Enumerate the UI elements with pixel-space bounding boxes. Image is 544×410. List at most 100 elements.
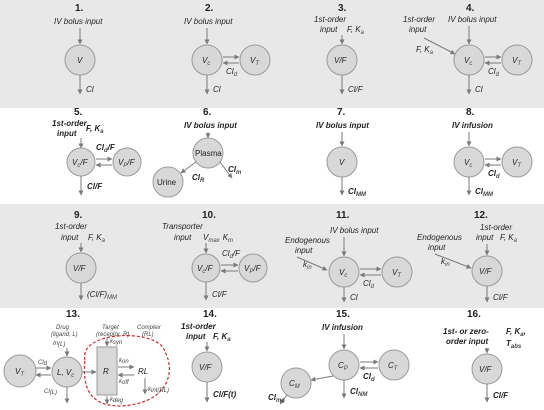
- urine-label: Urine: [157, 178, 177, 187]
- elimination-label: (Cl/F)MM: [87, 290, 117, 301]
- elimination-label: Cl/F: [493, 391, 509, 400]
- central-label: V/F: [73, 264, 87, 273]
- input-label-line1: 1st-order: [403, 15, 435, 24]
- iv-input-label: IV bolus input: [448, 15, 497, 24]
- kin-label: kin: [441, 257, 450, 268]
- input-label: IV bolus input: [184, 17, 233, 26]
- panel-14: 14. 1st-order input F, Ka V/F Cl/F(t): [181, 309, 236, 403]
- elimination-label: Cl/F: [493, 293, 509, 302]
- distribution-label: Cld: [363, 279, 375, 290]
- metabolism-arrow: [310, 375, 334, 382]
- input-label-line1: 1st-order: [52, 119, 88, 128]
- input-label: IV infusion: [322, 323, 363, 332]
- peripheral-compartment: [238, 253, 268, 283]
- input2-label-line1: 1st-order: [480, 223, 512, 232]
- central-label: V/F: [199, 363, 213, 372]
- peripheral-compartment: [501, 146, 533, 178]
- input-label: IV bolus input: [316, 121, 369, 130]
- panel-13: 13. Drug (ligand, L) Target (receptor, R…: [3, 309, 170, 407]
- distribution-label: Cld/F: [96, 143, 116, 154]
- input-label: IV bolus input: [184, 121, 237, 130]
- distribution-label: Cld: [226, 67, 238, 78]
- peripheral-compartment: [112, 147, 142, 177]
- peripheral-label: VP/F: [118, 158, 136, 169]
- elimination-label: Cl: [350, 293, 358, 302]
- panel-number: 15.: [336, 309, 350, 320]
- input-label-line2: input: [409, 25, 427, 34]
- complex-label-line1: Complex: [137, 325, 162, 331]
- kon-label: kon: [119, 358, 129, 365]
- input-label-line2: input: [57, 129, 77, 138]
- panel-number: 2.: [205, 3, 214, 14]
- panel-11: 11. IV bolus input Endogenous input kin …: [285, 210, 413, 303]
- receptor-box: [96, 346, 118, 396]
- panel-number: 4.: [466, 3, 475, 14]
- complex-label-line2: (RL): [142, 332, 154, 338]
- central-label: V/F: [479, 365, 493, 374]
- panel-8: 8. IV infusion Vc VT Cld ClMM: [452, 107, 533, 198]
- input-label: IV bolus input: [54, 17, 103, 26]
- params-label: F, Ka: [347, 25, 365, 36]
- params-label: F, Ka: [500, 233, 518, 244]
- params-label: F, Ka,: [506, 327, 526, 338]
- input-label-line2: input: [174, 233, 192, 242]
- target-label-line2: (receptor, R): [96, 332, 129, 338]
- central-label: Vc/F: [197, 264, 214, 275]
- central-label: Vc: [464, 56, 472, 67]
- distribution-label: Cld: [488, 169, 500, 180]
- elimination-label: ClMM: [348, 187, 367, 198]
- metabolite-elimination-arrow: [279, 394, 288, 405]
- panel-3: 3. 1st-order input F, Ka V/F Cl/F: [314, 3, 365, 95]
- panel-15: 15. IV infusion CP CT Cld CM ClNM Clme: [268, 309, 410, 405]
- target-label-line1: Target: [102, 325, 119, 331]
- panel-number: 9.: [74, 210, 83, 221]
- row-4-background: [0, 308, 544, 410]
- input-label-line2: input: [186, 332, 206, 341]
- receptor-label: R: [103, 367, 109, 376]
- panel-12: 12. 1st-order input F, Ka Endogenous inp…: [417, 210, 518, 303]
- central-label: Vc: [464, 158, 472, 169]
- elimination-label: Cl/F: [87, 182, 103, 191]
- panel-number: 16.: [467, 309, 481, 320]
- input-label-line2: order input: [446, 337, 489, 346]
- target-binding-boundary: [83, 335, 170, 407]
- central-label: V: [77, 56, 83, 65]
- panel-5: 5. 1st-order input F, Ka Vc/F VP/F Cld/F…: [52, 107, 142, 196]
- panel-number: 14.: [203, 309, 217, 320]
- metabolite-label: CM: [289, 379, 300, 390]
- parent-compartment: [328, 349, 360, 381]
- kin-label: kin: [303, 260, 312, 271]
- panel-number: 3.: [338, 3, 347, 14]
- params-label: F, Ka: [213, 332, 231, 343]
- panel-6: 6. IV bolus input Plasma Urine ClR Clm: [152, 107, 242, 198]
- oral-input-arrow: [423, 37, 456, 55]
- input-label-line1: Transporter: [162, 222, 203, 231]
- peripheral-label: VT: [512, 158, 522, 169]
- panel-number: 6.: [203, 107, 212, 118]
- peripheral-label: VT: [392, 268, 402, 279]
- params-label: F, Ka: [88, 233, 106, 244]
- drug-label-line2: (ligand, L): [51, 332, 78, 338]
- panel-number: 13.: [66, 309, 80, 320]
- peripheral-label: VT: [15, 367, 25, 378]
- input-label-line1: Endogenous: [417, 233, 462, 242]
- input-label-line1: 1st- or zero-: [443, 327, 489, 336]
- degradation-label: kdeg: [110, 397, 124, 404]
- distribution-label: Cld: [363, 372, 375, 383]
- elimination-label: Cl: [86, 85, 94, 94]
- panel-7: 7. IV bolus input V ClMM: [316, 107, 369, 198]
- panel-number: 7.: [337, 107, 346, 118]
- input2-label-line2: input: [476, 233, 494, 242]
- urine-compartment: [152, 166, 184, 198]
- drug-label-line1: Drug: [56, 325, 70, 331]
- peripheral-compartment: [381, 256, 413, 288]
- parent-label: CP: [338, 361, 348, 372]
- peripheral-label: VT: [512, 56, 522, 67]
- endogenous-input-arrow: [296, 256, 328, 271]
- plasma-label: Plasma: [195, 149, 222, 158]
- elimination-label: Cl/F: [212, 290, 228, 299]
- peripheral-compartment: [378, 349, 410, 381]
- distribution-label: Cld: [488, 67, 500, 78]
- panel-number: 5.: [74, 107, 83, 118]
